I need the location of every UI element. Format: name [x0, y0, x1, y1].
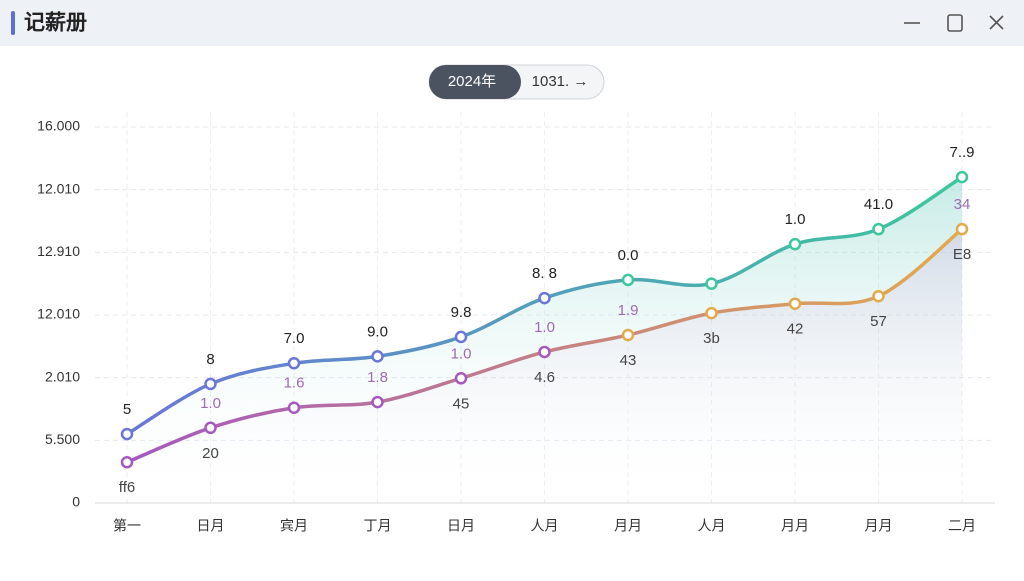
x-tick-label: 人月	[698, 518, 726, 534]
point	[788, 237, 802, 251]
y-tick-label: 0	[72, 494, 80, 510]
point	[872, 289, 885, 303]
point	[120, 427, 134, 441]
x-tick-label: 日月	[447, 518, 475, 534]
y-tick-label: 5.500	[45, 431, 80, 447]
x-tick-label: 月月	[781, 518, 809, 534]
point	[371, 350, 384, 363]
data-label: 5	[123, 401, 131, 418]
data-label: 57	[870, 313, 887, 330]
y-tick-label: 16.000	[37, 118, 80, 134]
point	[204, 421, 217, 435]
data-label: 1.0	[785, 211, 806, 228]
x-tick-label: 月月	[865, 518, 893, 534]
x-tick-label: 丁月	[364, 518, 392, 534]
point	[538, 345, 551, 359]
point	[454, 330, 468, 344]
data-label: 1.9	[618, 302, 639, 319]
point	[621, 273, 635, 287]
maximize-button[interactable]	[947, 14, 963, 32]
data-label: 43	[620, 352, 637, 369]
data-label: 9.0	[367, 323, 388, 340]
data-label: 20	[202, 445, 219, 462]
x-tick-label: 二月	[948, 518, 976, 534]
point	[204, 377, 217, 391]
point	[705, 306, 718, 320]
point	[287, 401, 301, 414]
point	[538, 291, 551, 305]
data-label: 41.0	[864, 196, 893, 213]
point	[287, 357, 301, 370]
window-title: 记薪册	[24, 12, 87, 35]
data-label: 8	[206, 351, 214, 368]
data-label: 8. 8	[532, 265, 557, 282]
point	[872, 222, 885, 236]
point	[454, 372, 468, 385]
data-label: ff6	[119, 479, 135, 496]
chart: 0 5.500 2.010 12.010 12.910 12.010 16.000 第一 日月 宾…	[37, 112, 995, 534]
data-label: 7..9	[949, 144, 974, 161]
data-label: 45	[453, 395, 470, 412]
y-tick-label: 12.010	[37, 306, 80, 322]
data-label: 7.0	[284, 330, 305, 347]
data-label: 1.8	[367, 369, 388, 386]
point	[705, 277, 718, 290]
toggle-active[interactable]	[429, 65, 521, 99]
data-label: 42	[787, 321, 804, 338]
x-tick-label: 第一	[113, 518, 141, 534]
point	[371, 395, 384, 409]
close-button[interactable]	[989, 15, 1004, 30]
title-bar	[0, 0, 1024, 46]
data-label: 34	[954, 196, 971, 213]
title-accent	[11, 11, 15, 35]
x-tick-label: 月月	[614, 518, 642, 534]
x-tick-label: 日月	[197, 518, 225, 534]
y-tick-label: 2.010	[45, 368, 80, 384]
data-label: E8	[953, 246, 971, 263]
toggle-option[interactable]: 2024年	[448, 73, 496, 90]
data-label: 9.8	[451, 304, 472, 321]
y-tick-label: 12.910	[37, 243, 80, 259]
x-tick-label: 人月	[531, 518, 559, 534]
y-tick-label: 12.010	[37, 180, 80, 196]
toggle-option[interactable]: 1031. →	[532, 73, 589, 90]
point	[788, 297, 802, 310]
data-label: 4.6	[534, 369, 555, 386]
point	[120, 456, 134, 469]
point	[621, 328, 635, 342]
data-label: 3b	[703, 330, 720, 347]
point	[955, 170, 969, 184]
data-label: 0.0	[618, 247, 639, 264]
data-label: 1.0	[451, 345, 472, 362]
x-tick-label: 宾月	[280, 518, 308, 534]
data-label: 1.0	[200, 395, 221, 412]
data-label: 1.0	[534, 319, 555, 336]
area	[127, 229, 962, 503]
point	[955, 222, 969, 236]
data-label: 1.6	[284, 375, 305, 392]
